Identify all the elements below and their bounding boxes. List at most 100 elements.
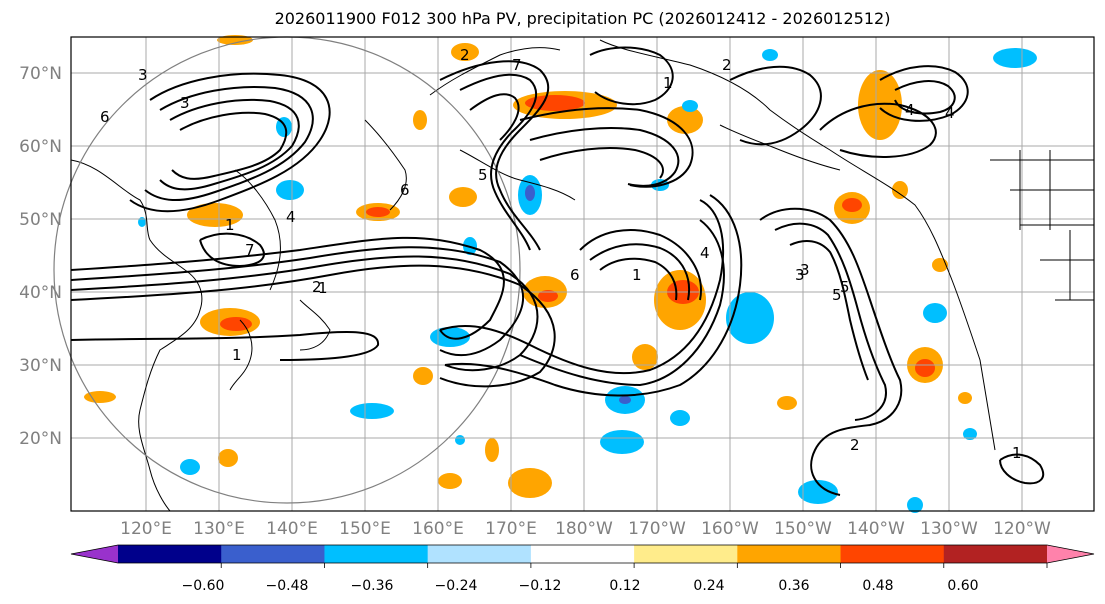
colorbar-segment	[943, 545, 1048, 563]
precip-negative-area	[455, 435, 465, 445]
contour-labels: 1 2 3 4 5 6 7 1 2 3 4 5 6 7 1 2 3 4 5 6 …	[100, 46, 1022, 462]
precip-positive-area	[485, 438, 499, 462]
lon-label: 150°E	[339, 519, 391, 539]
longitude-labels: 120°E 130°E 140°E 150°E 160°E 170°E 180°…	[120, 519, 1051, 539]
contour-label: 4	[286, 208, 296, 226]
contour-label: 6	[100, 108, 110, 126]
precip-negative-area	[180, 459, 200, 475]
colorbar-tick-label: −0.36	[351, 578, 394, 594]
colorbar-tick-label: 0.48	[862, 578, 893, 594]
contour-label: 2	[460, 46, 470, 64]
colorbar-segment	[530, 545, 635, 563]
precip-negative-core	[619, 396, 631, 404]
contour-label: 3	[138, 66, 148, 84]
map-title: 2026011900 F012 300 hPa PV, precipitatio…	[274, 9, 891, 28]
contour-label: 5	[840, 278, 850, 296]
colorbar-tick-label: −0.60	[182, 578, 225, 594]
contour-label: 2	[850, 436, 860, 454]
colorbar-tick-label: 0.24	[693, 578, 724, 594]
precip-negative-area	[276, 117, 292, 137]
lon-label: 120°W	[993, 519, 1051, 539]
precip-positive-core	[538, 290, 558, 302]
precip-negative-area	[923, 303, 947, 323]
precip-positive-area	[667, 106, 703, 134]
lon-label: 180°W	[555, 519, 613, 539]
lon-label: 150°W	[774, 519, 832, 539]
lat-label: 20°N	[19, 429, 62, 449]
precip-positive-area	[451, 43, 479, 61]
colorbar-extend-left	[71, 545, 118, 563]
colorbar-tick-label: −0.24	[435, 578, 478, 594]
graticule	[71, 37, 1094, 511]
precip-positive-area	[438, 473, 462, 489]
precip-positive-area	[449, 187, 477, 207]
colorbar-segment	[634, 545, 738, 563]
colorbar-tick-label: 0.60	[947, 578, 978, 594]
contour-label: 6	[570, 266, 580, 284]
colorbar-ticks	[220, 563, 1048, 568]
colorbar-tick-label: 0.12	[609, 578, 640, 594]
contour-label: 5	[478, 166, 488, 184]
lat-label: 30°N	[19, 356, 62, 376]
lon-label: 170°W	[628, 519, 686, 539]
precip-positive-area	[187, 203, 243, 227]
precip-positive-area	[84, 391, 116, 403]
contour-label: 4	[700, 244, 710, 262]
contour-label: 1	[1012, 444, 1022, 462]
lat-label: 60°N	[19, 137, 62, 157]
colorbar-segment	[840, 545, 945, 563]
lat-label: 40°N	[19, 283, 62, 303]
precip-positive-area	[632, 344, 658, 370]
colorbar-tick-label: −0.12	[519, 578, 562, 594]
colorbar-segment	[737, 545, 842, 563]
colorbar-extend-right	[1047, 545, 1094, 563]
precip-negative-area	[350, 403, 394, 419]
colorbar-segment	[427, 545, 532, 563]
precip-negative-area	[600, 430, 644, 454]
colorbar-segment	[324, 545, 429, 563]
lon-label: 130°E	[193, 519, 245, 539]
latitude-labels: 70°N 60°N 50°N 40°N 30°N 20°N	[19, 64, 62, 449]
precip-negative-area	[276, 180, 304, 200]
precip-negative-area	[993, 48, 1037, 68]
precip-positive-area	[777, 396, 797, 410]
precip-negative-core	[525, 185, 535, 201]
contour-label: 7	[245, 241, 255, 259]
contour-label: 3	[800, 261, 810, 279]
precip-positive-core	[915, 359, 935, 377]
lon-label: 140°E	[266, 519, 318, 539]
precip-negative-area	[762, 49, 778, 61]
precip-negative-area	[726, 292, 774, 344]
lat-label: 70°N	[19, 64, 62, 84]
precip-positive-core	[842, 198, 862, 212]
colorbar-segment	[221, 545, 325, 563]
precip-positive-area	[413, 110, 427, 130]
contour-label: 7	[512, 56, 522, 74]
precip-negative-area	[963, 428, 977, 440]
precip-positive-area	[958, 392, 972, 404]
precip-negative-area	[798, 480, 838, 504]
lat-label: 50°N	[19, 210, 62, 230]
colorbar: −0.60 −0.48 −0.36 −0.24 −0.12 0.12 0.24 …	[70, 544, 1095, 594]
contour-label: 2	[722, 56, 732, 74]
contour-label: 1	[632, 266, 642, 284]
colorbar-tick-label: −0.48	[266, 578, 309, 594]
lon-label: 120°E	[120, 519, 172, 539]
contour-label: 2	[312, 278, 322, 296]
contour-label: 1	[318, 279, 328, 297]
precip-positive-area	[508, 468, 552, 498]
precip-positive-area	[218, 449, 238, 467]
lon-label: 130°W	[920, 519, 978, 539]
precip-positive-area	[858, 70, 902, 140]
lon-label: 140°W	[847, 519, 905, 539]
colorbar-outline	[70, 544, 1095, 564]
contour-label: 1	[663, 74, 673, 92]
contour-label: 3	[795, 266, 805, 284]
precip-positive-core	[366, 207, 390, 217]
colorbar-tick-label: 0.36	[778, 578, 809, 594]
contour-label: 5	[832, 286, 842, 304]
precip-positive-area	[413, 367, 433, 385]
coastlines	[70, 39, 1094, 512]
lon-label: 170°E	[485, 519, 537, 539]
